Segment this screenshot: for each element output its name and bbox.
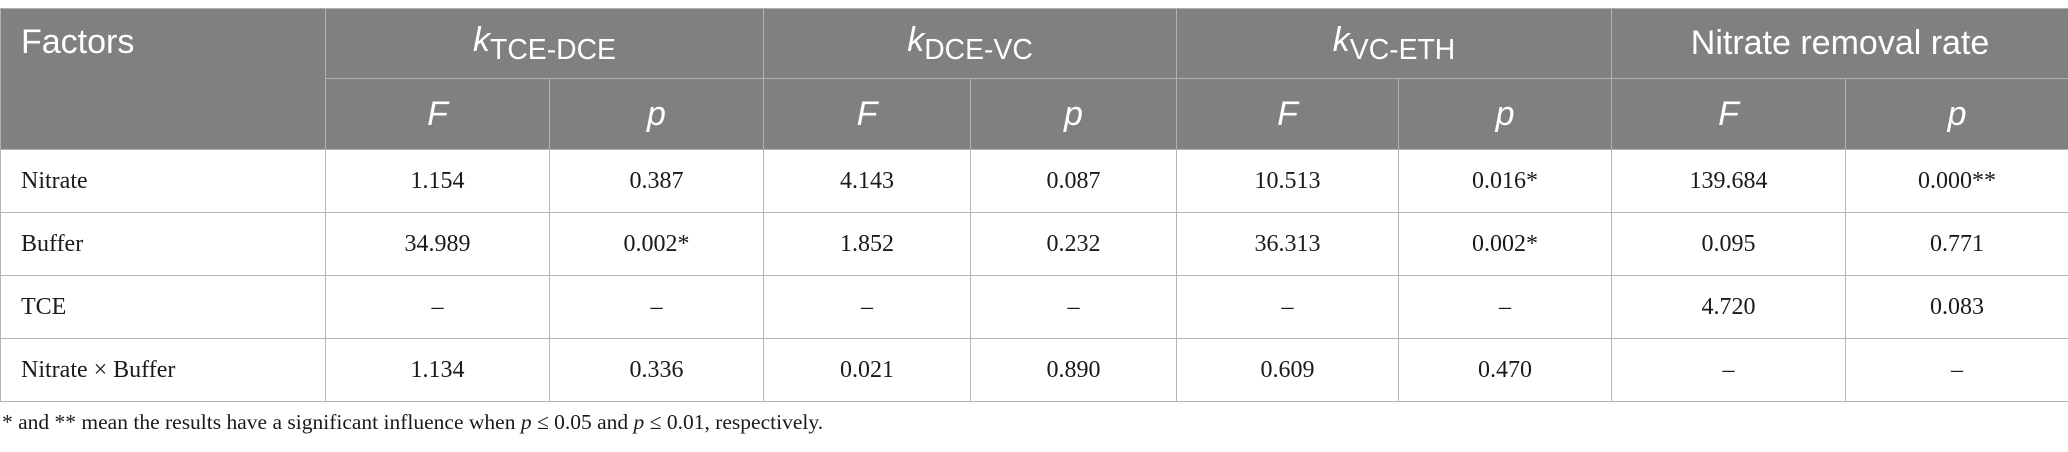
- group-header-k-dce-vc: kDCE-VC: [762, 8, 1178, 79]
- table-cell: –: [1176, 275, 1400, 339]
- row-label: TCE: [0, 275, 326, 339]
- anova-table: Factors kTCE-DCE kDCE-VC kVC-ETH Nitrate…: [0, 8, 2068, 402]
- table-cell: –: [1845, 338, 2068, 402]
- table-cell: 0.087: [969, 149, 1178, 213]
- k-symbol: k: [907, 20, 925, 59]
- footnote-text: * and ** mean the results have a signifi…: [2, 410, 521, 434]
- table-cell: –: [1611, 338, 1847, 402]
- table-cell: 0.002*: [1398, 212, 1613, 276]
- header-row-stats: F p F p F p F p: [1, 78, 2068, 150]
- table-cell: 10.513: [1176, 149, 1400, 213]
- factors-header: Factors: [0, 8, 326, 150]
- table-cell: 0.890: [969, 338, 1178, 402]
- table-cell: 0.000**: [1845, 149, 2068, 213]
- subheader-f: F: [1611, 78, 1847, 150]
- table-footnote: * and ** mean the results have a signifi…: [2, 410, 823, 435]
- table-cell: 1.134: [325, 338, 550, 402]
- table-cell: 4.720: [1611, 275, 1847, 339]
- k-subscript: DCE-VC: [924, 33, 1033, 66]
- table-cell: –: [763, 275, 971, 339]
- table-cell: 1.852: [763, 212, 971, 276]
- header-row-groups: Factors kTCE-DCE kDCE-VC kVC-ETH Nitrate…: [0, 8, 2068, 150]
- table-cell: 36.313: [1176, 212, 1400, 276]
- footnote-p-symbol: p: [520, 410, 532, 434]
- table-cell: –: [549, 275, 764, 339]
- table-cell: 0.771: [1845, 212, 2068, 276]
- k-subscript: VC-ETH: [1349, 33, 1456, 66]
- table-cell: 0.016*: [1398, 149, 1613, 213]
- table-row-nitrate-x-buffer: Nitrate × Buffer 1.134 0.336 0.021 0.890…: [0, 338, 2068, 402]
- table-header: Factors kTCE-DCE kDCE-VC kVC-ETH Nitrate…: [0, 8, 2068, 150]
- subheader-f: F: [325, 78, 550, 150]
- subheader-p: p: [1845, 78, 2068, 150]
- table-cell: 0.002*: [549, 212, 764, 276]
- subheader-f: F: [763, 78, 971, 150]
- table-cell: 139.684: [1611, 149, 1847, 213]
- anova-table-container: Factors kTCE-DCE kDCE-VC kVC-ETH Nitrate…: [0, 8, 2068, 402]
- table-cell: 0.095: [1611, 212, 1847, 276]
- group-header-nitrate-removal-rate: Nitrate removal rate: [1611, 8, 2068, 79]
- table-row-tce: TCE – – – – – – 4.720 0.083: [0, 275, 2068, 339]
- row-label: Nitrate × Buffer: [0, 338, 326, 402]
- table-cell: 0.470: [1398, 338, 1613, 402]
- k-subscript: TCE-DCE: [490, 33, 616, 66]
- footnote-text: ≤ 0.05 and: [531, 410, 634, 434]
- group-header-k-vc-eth: kVC-ETH: [1176, 8, 1613, 79]
- table-cell: 4.143: [763, 149, 971, 213]
- table-cell: 34.989: [325, 212, 550, 276]
- footnote-text: ≤ 0.01, respectively.: [644, 410, 824, 434]
- table-cell: –: [325, 275, 550, 339]
- row-label: Buffer: [0, 212, 326, 276]
- subheader-f: F: [1176, 78, 1400, 150]
- subheader-p: p: [1398, 78, 1613, 150]
- group-header-k-tce-dce: kTCE-DCE: [325, 8, 764, 79]
- k-symbol: k: [473, 20, 491, 59]
- table-cell: 0.387: [549, 149, 764, 213]
- table-cell: –: [1398, 275, 1613, 339]
- footnote-p-symbol: p: [633, 410, 645, 434]
- table-cell: 0.083: [1845, 275, 2068, 339]
- table-row-nitrate: Nitrate 1.154 0.387 4.143 0.087 10.513 0…: [0, 149, 2068, 213]
- table-cell: 0.609: [1176, 338, 1400, 402]
- table-row-buffer: Buffer 34.989 0.002* 1.852 0.232 36.313 …: [0, 212, 2068, 276]
- table-cell: 1.154: [325, 149, 550, 213]
- subheader-p: p: [549, 78, 764, 150]
- k-symbol: k: [1332, 20, 1350, 59]
- row-label: Nitrate: [0, 149, 326, 213]
- table-cell: 0.336: [549, 338, 764, 402]
- table-cell: 0.021: [763, 338, 971, 402]
- table-cell: –: [969, 275, 1178, 339]
- subheader-p: p: [969, 78, 1178, 150]
- table-cell: 0.232: [969, 212, 1178, 276]
- table-body: Nitrate 1.154 0.387 4.143 0.087 10.513 0…: [0, 149, 2068, 402]
